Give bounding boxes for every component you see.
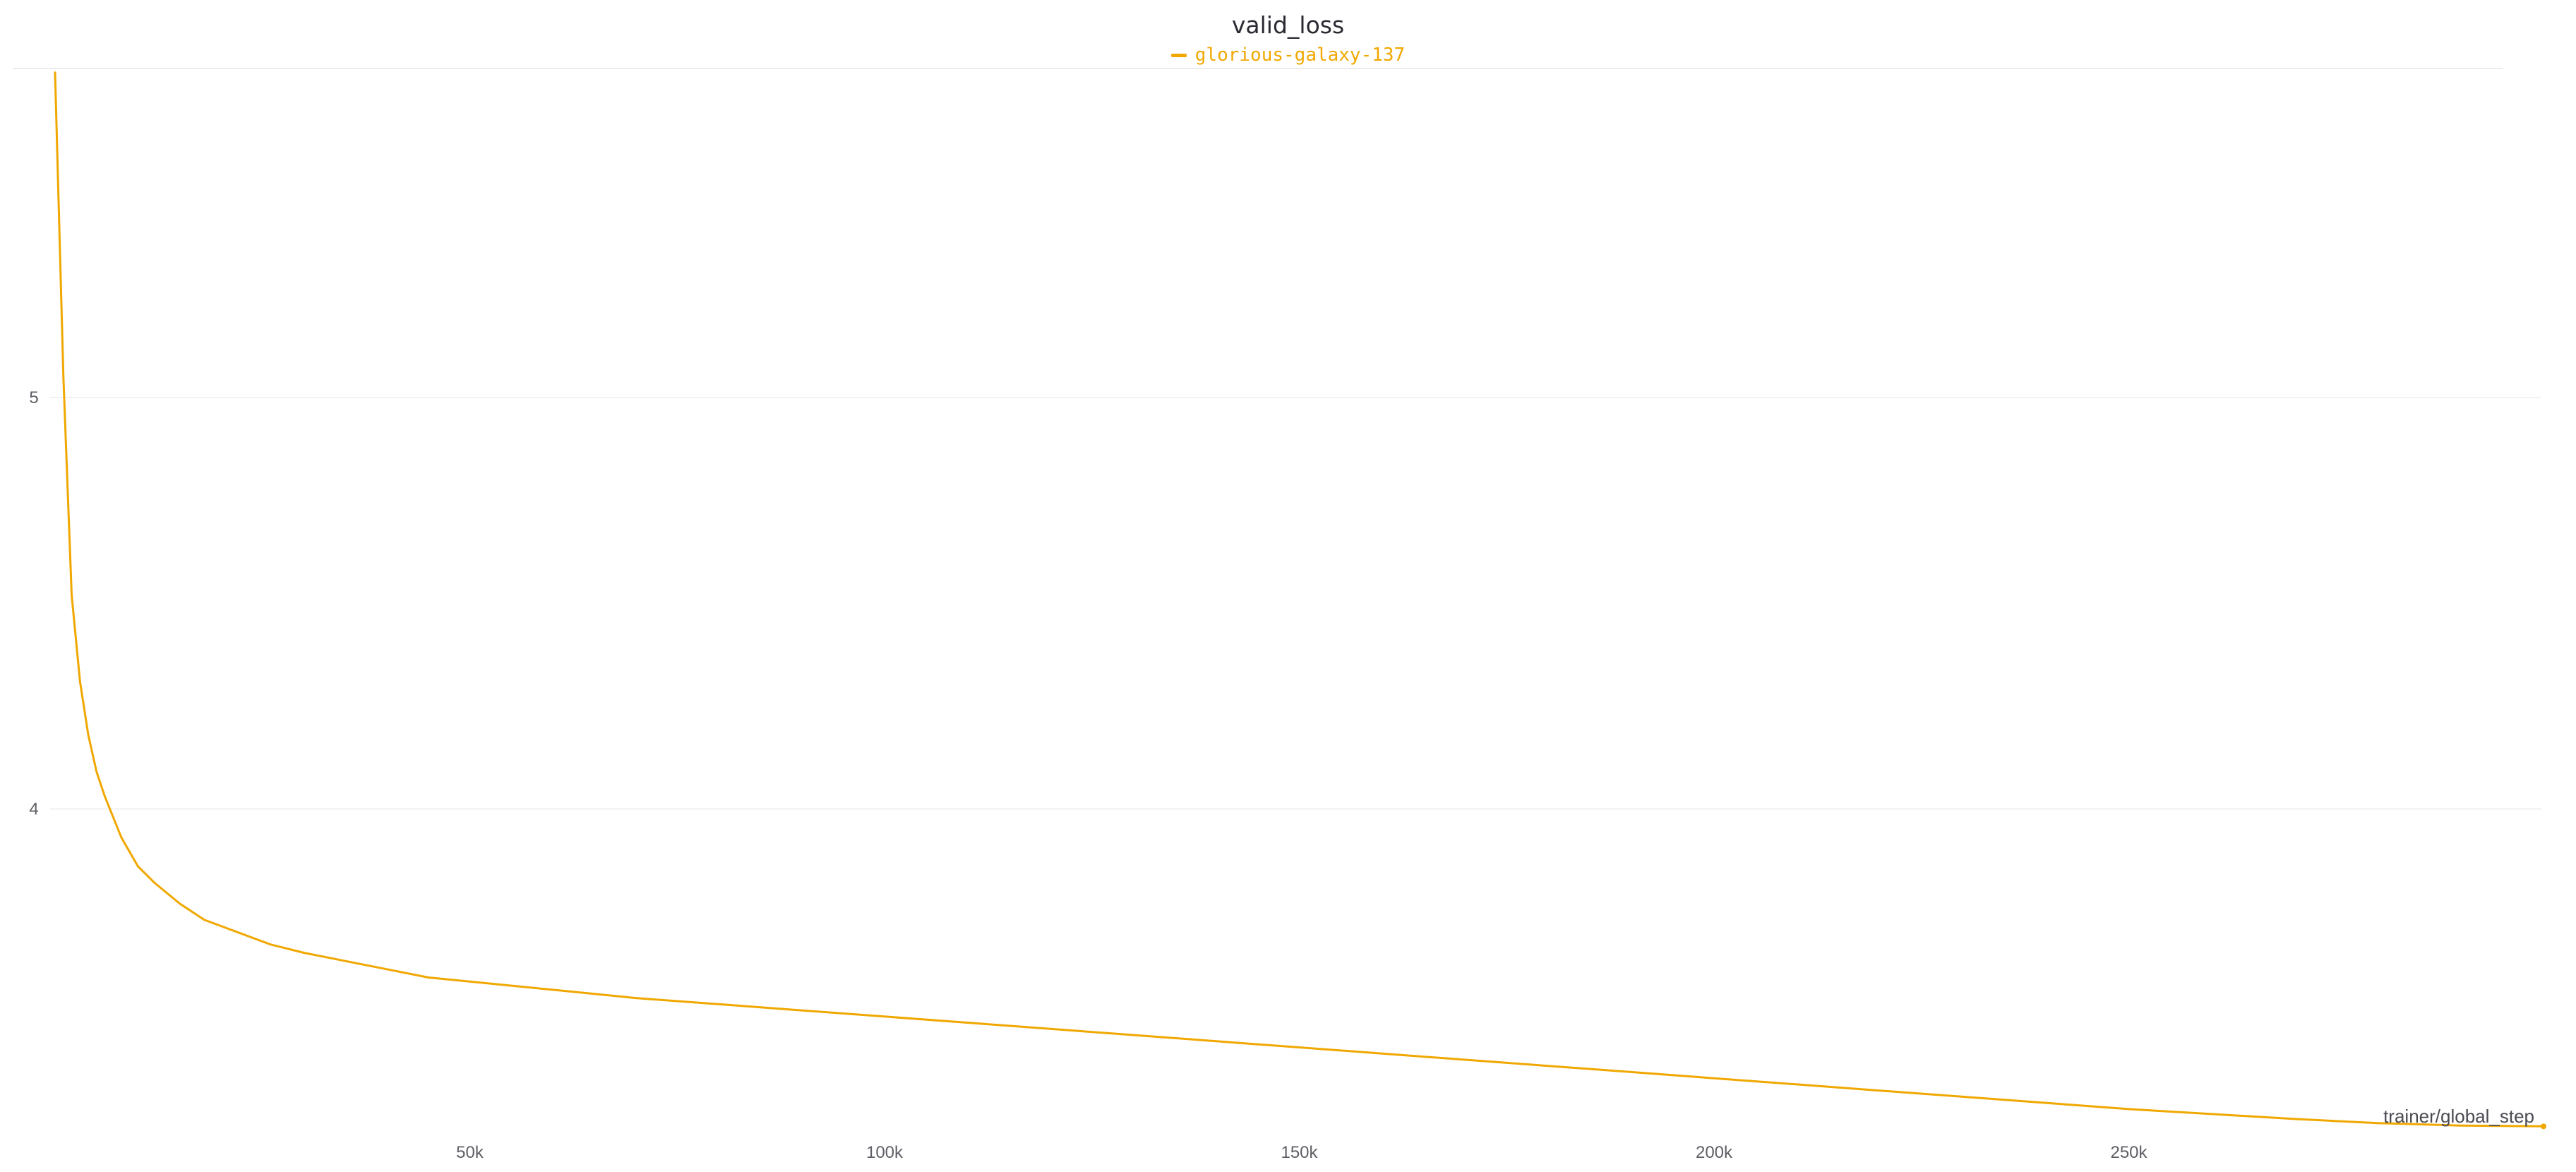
series-end-point[interactable] <box>2541 1123 2546 1130</box>
chart-title: valid_loss <box>1231 11 1345 39</box>
legend-swatch-line-icon <box>1170 53 1187 57</box>
legend[interactable]: glorious-galaxy-137 <box>0 42 2576 68</box>
series-line[interactable] <box>54 71 2545 1128</box>
x-tick-label: 200k <box>1696 1143 1733 1162</box>
y-tick-label: 5 <box>29 388 38 407</box>
x-tick-label: 50k <box>456 1143 484 1162</box>
y-axis-ticks: 45 <box>29 388 38 819</box>
x-axis-title: trainer/global_step <box>2383 1106 2534 1127</box>
y-gridlines <box>49 397 2541 810</box>
x-tick-label: 150k <box>1281 1143 1318 1162</box>
x-tick-label: 100k <box>866 1143 904 1162</box>
x-tick-label: 250k <box>2110 1143 2147 1162</box>
y-tick-label: 4 <box>29 800 38 819</box>
x-axis-ticks: 50k 100k 150k 200k 250k <box>456 1143 2147 1162</box>
legend-series-label[interactable]: glorious-galaxy-137 <box>1194 44 1406 66</box>
